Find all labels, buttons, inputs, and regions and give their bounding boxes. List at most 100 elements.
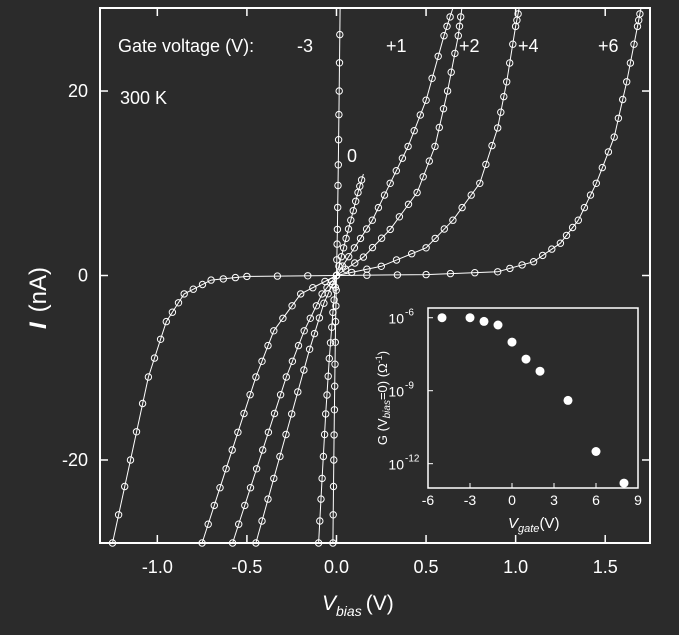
data-point <box>404 200 413 209</box>
data-point <box>439 105 448 113</box>
data-point <box>150 354 159 362</box>
data-point <box>422 96 430 104</box>
data-point <box>162 317 171 326</box>
data-point <box>518 261 526 269</box>
data-point <box>488 141 496 150</box>
data-point <box>425 157 433 165</box>
data-point <box>329 511 337 519</box>
data-point <box>264 428 273 436</box>
data-point <box>294 388 302 396</box>
inset-y-tick-exponent: -6 <box>405 308 414 319</box>
data-point <box>331 338 339 346</box>
data-point <box>273 272 282 280</box>
data-point <box>204 520 212 528</box>
data-point <box>503 78 511 86</box>
data-point <box>341 265 350 273</box>
inset-data-point <box>535 366 545 376</box>
data-point <box>189 285 198 293</box>
data-point <box>363 271 371 279</box>
data-point <box>434 52 442 60</box>
data-point <box>349 207 357 215</box>
series-label-plus-4: +4 <box>518 36 539 56</box>
data-point <box>410 127 418 135</box>
data-point <box>328 280 337 289</box>
data-point <box>335 59 344 67</box>
inset-y-label-sub: bias <box>382 400 393 418</box>
data-point <box>440 32 448 40</box>
data-point <box>454 32 462 40</box>
data-point <box>568 223 577 232</box>
data-point <box>334 181 342 190</box>
data-point <box>243 272 251 281</box>
data-point <box>458 203 466 212</box>
data-point <box>357 176 366 184</box>
data-point <box>630 40 638 48</box>
data-point <box>335 262 343 270</box>
series-line <box>318 173 364 544</box>
series-label-plus-6: +6 <box>598 36 619 56</box>
data-point <box>252 539 260 547</box>
data-point <box>314 539 323 547</box>
data-point <box>320 299 328 307</box>
inset-y-tick-label: 10 <box>388 311 404 327</box>
data-point <box>362 225 371 233</box>
data-point <box>350 244 359 252</box>
inset-y-label-head: G (V <box>375 418 390 445</box>
data-point <box>374 203 383 212</box>
main-y-label-unit: (nA) <box>25 267 52 312</box>
data-point <box>168 308 177 316</box>
main-x-label-sub: bias <box>336 603 362 619</box>
data-point <box>322 410 330 418</box>
data-point <box>329 308 337 317</box>
series-label-minus-3: -3 <box>297 36 313 56</box>
data-point <box>312 302 321 310</box>
data-point <box>288 357 297 365</box>
series-line <box>255 7 454 544</box>
data-point <box>416 111 424 119</box>
main-x-label-var: V <box>322 592 338 615</box>
data-point <box>334 136 343 144</box>
inset-y-label-close: ) <box>375 351 390 355</box>
data-point <box>330 456 338 464</box>
data-point <box>324 372 332 380</box>
inset-x-tick-label: 3 <box>550 492 558 508</box>
data-point <box>386 225 394 234</box>
data-point <box>246 391 254 399</box>
data-point <box>240 409 248 418</box>
data-point <box>305 345 314 353</box>
data-point <box>422 270 430 279</box>
data-point <box>309 284 317 292</box>
data-point <box>241 501 249 510</box>
data-point <box>310 329 319 338</box>
inset-data-point <box>507 337 517 347</box>
data-point <box>318 474 326 483</box>
series-label-0: 0 <box>347 146 357 166</box>
data-point <box>270 474 278 483</box>
data-point <box>264 341 272 350</box>
data-point <box>144 373 153 381</box>
data-point <box>598 163 606 172</box>
main-y-ticks: -20 0 20 <box>62 81 650 470</box>
data-point <box>317 495 325 503</box>
inset-data-point <box>591 447 601 456</box>
main-curves <box>112 7 642 544</box>
data-point <box>252 373 260 381</box>
data-point <box>333 225 342 234</box>
data-point <box>339 244 348 252</box>
data-point <box>334 161 342 169</box>
data-point <box>344 225 353 233</box>
inset-data-point <box>521 354 531 364</box>
data-point <box>325 354 333 363</box>
data-point <box>356 234 365 243</box>
inset-x-tick-label: -3 <box>464 492 477 508</box>
temperature-label: 300 K <box>120 88 167 108</box>
data-point <box>282 430 290 439</box>
data-point <box>476 179 484 188</box>
data-point <box>258 517 266 525</box>
data-point <box>320 430 329 439</box>
data-point <box>210 501 219 510</box>
data-point <box>395 213 404 221</box>
x-tick-label: 1.5 <box>593 557 618 577</box>
data-point <box>258 357 266 365</box>
data-point <box>174 299 183 307</box>
